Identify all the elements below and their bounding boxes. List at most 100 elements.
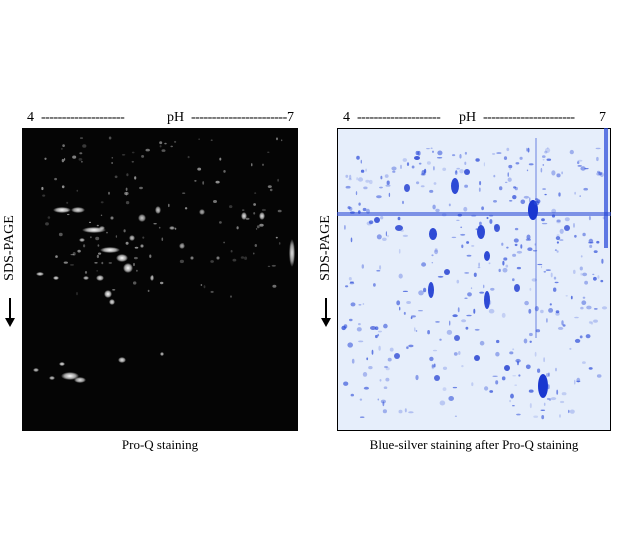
protein-spot [459, 154, 462, 159]
protein-spot [453, 352, 458, 356]
protein-spot [94, 262, 98, 264]
protein-spot [251, 163, 253, 167]
protein-spot [429, 356, 434, 362]
protein-spot [545, 269, 551, 271]
protein-spot [53, 276, 59, 280]
protein-spot [496, 339, 500, 344]
protein-spot [577, 161, 580, 165]
protein-spot [376, 269, 381, 272]
protein-spot [528, 389, 534, 393]
protein-spot [356, 327, 362, 332]
protein-spot [479, 291, 485, 294]
protein-spot [517, 360, 519, 366]
protein-spot [502, 267, 508, 273]
protein-spot [348, 277, 352, 281]
protein-spot [556, 173, 561, 178]
protein-spot [153, 223, 157, 225]
protein-spot [341, 325, 346, 331]
protein-spot [404, 408, 407, 413]
protein-spot [495, 351, 500, 357]
protein-spot [398, 409, 403, 414]
protein-spot [254, 192, 257, 194]
protein-spot [210, 139, 213, 141]
protein-spot [588, 216, 591, 221]
protein-spot [359, 416, 365, 419]
protein-spot [66, 213, 70, 216]
protein-spot [65, 209, 69, 212]
protein-spot [542, 164, 545, 166]
protein-spot [442, 167, 447, 171]
left-ph-dashes-left: -------------------- [41, 110, 125, 125]
protein-spot [580, 306, 584, 310]
protein-spot [370, 326, 376, 330]
protein-spot [398, 248, 401, 254]
protein-spot [385, 377, 390, 382]
left-caption: Pro-Q staining [121, 437, 199, 452]
protein-spot [278, 242, 281, 245]
protein-spot [598, 171, 602, 176]
left-ph-start: 4 [27, 110, 34, 125]
right-gel-border [337, 128, 611, 431]
protein-spot [433, 363, 436, 368]
protein-spot [555, 310, 560, 314]
protein-spot [377, 398, 380, 401]
protein-spot [262, 163, 264, 166]
protein-spot [267, 151, 270, 153]
protein-spot [357, 177, 364, 182]
protein-spot [494, 224, 500, 232]
protein-spot [535, 329, 541, 333]
protein-spot [289, 239, 295, 267]
protein-spot [446, 329, 453, 335]
protein-spot [456, 279, 460, 284]
protein-spot [170, 145, 173, 148]
protein-spot [498, 268, 501, 273]
protein-spot [555, 236, 561, 241]
right-ph-axis: 4 -------------------- pH --------------… [343, 110, 613, 126]
protein-spot [454, 415, 457, 417]
protein-spot [125, 241, 129, 245]
protein-spot [83, 244, 86, 248]
protein-spot [70, 264, 74, 266]
protein-spot [568, 409, 570, 414]
protein-spot [524, 300, 529, 306]
protein-spot [223, 241, 225, 244]
protein-spot [515, 162, 520, 165]
protein-spot [597, 275, 600, 279]
protein-spot [399, 306, 401, 311]
protein-spot [96, 275, 104, 281]
protein-spot [457, 307, 460, 313]
protein-spot [121, 154, 126, 156]
protein-spot [118, 357, 126, 363]
protein-spot [356, 155, 360, 160]
protein-spot [601, 258, 604, 264]
protein-spot [490, 287, 495, 291]
protein-spot [219, 157, 222, 161]
protein-spot [493, 200, 497, 203]
protein-spot [179, 259, 184, 264]
protein-spot [558, 192, 561, 197]
protein-spot [586, 305, 592, 310]
protein-spot [592, 273, 595, 276]
protein-spot [488, 308, 495, 314]
protein-spot [435, 321, 440, 323]
protein-spot [402, 158, 407, 162]
protein-spot [478, 262, 480, 267]
protein-spot [111, 162, 113, 164]
left-ph-end: 7 [287, 110, 294, 125]
protein-spot [523, 338, 528, 344]
protein-spot [439, 400, 446, 406]
left-gel-image [22, 128, 298, 431]
protein-spot [431, 262, 433, 264]
protein-spot [373, 283, 376, 287]
protein-spot [400, 229, 404, 232]
protein-spot [108, 191, 110, 195]
protein-spot [134, 246, 139, 249]
protein-spot [602, 216, 605, 220]
protein-spot [588, 367, 593, 370]
protein-spot [499, 186, 503, 191]
protein-spot [492, 153, 496, 155]
protein-spot [200, 284, 203, 286]
protein-spot [377, 333, 380, 337]
protein-spot [508, 164, 513, 169]
protein-spot [543, 270, 547, 273]
